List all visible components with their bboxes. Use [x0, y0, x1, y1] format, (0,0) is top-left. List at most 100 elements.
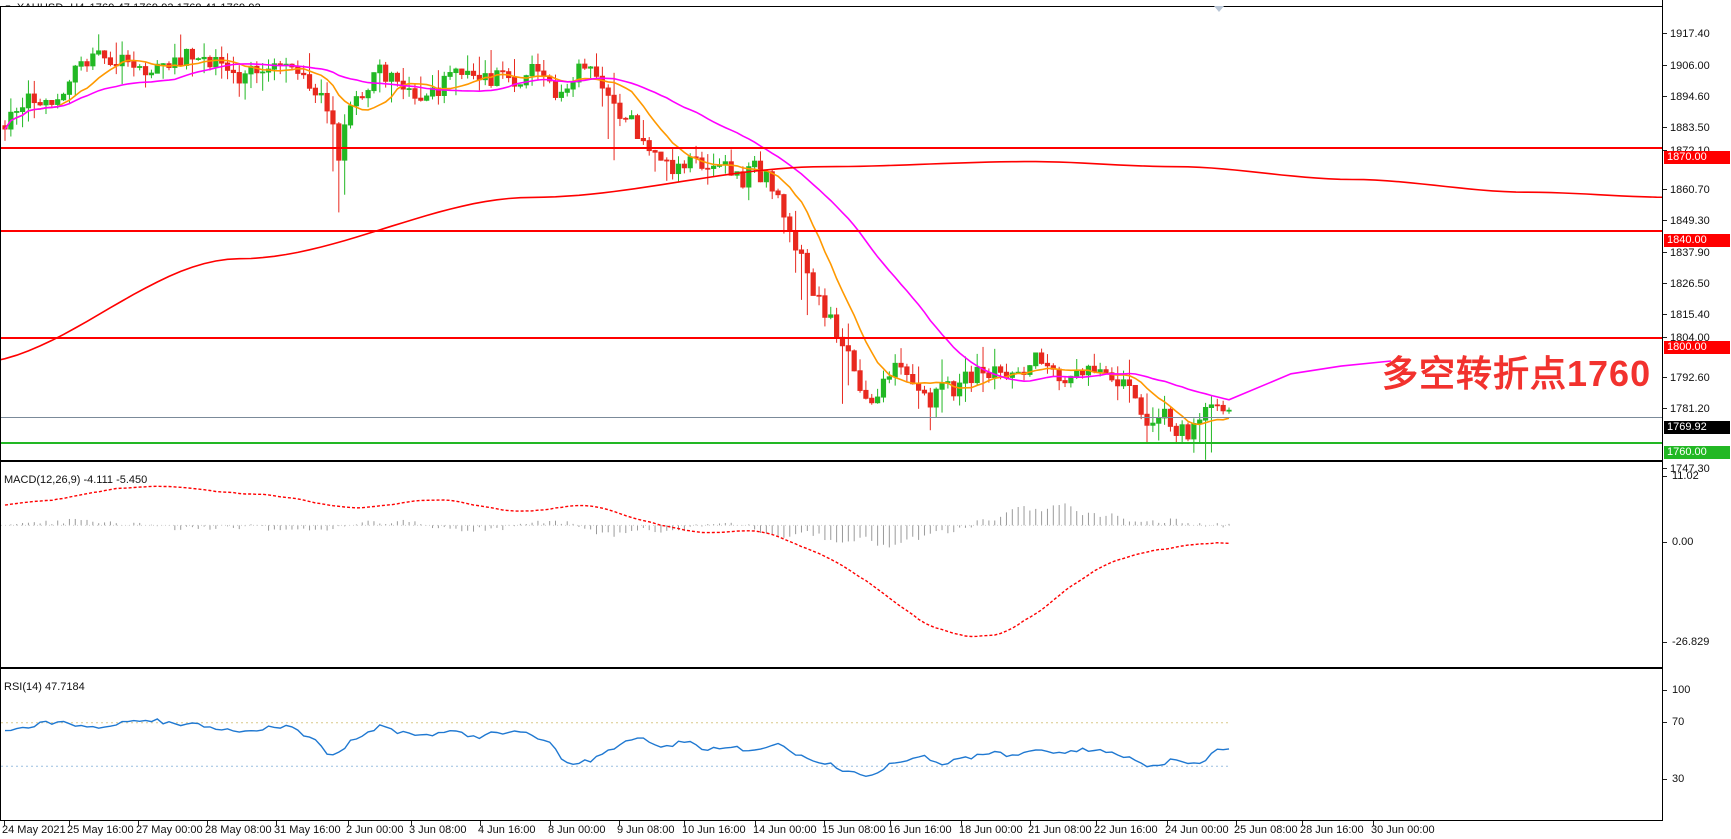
- rsi-plot: [1, 669, 1662, 820]
- price-tick-label: 1894.60: [1670, 91, 1710, 103]
- time-tick-mark: [550, 821, 551, 826]
- price-tick: 1781.20: [1663, 403, 1731, 415]
- time-tick-mark: [1302, 821, 1303, 826]
- macd-caption: MACD(12,26,9) -4.111 -5.450: [4, 474, 148, 486]
- time-tick-mark: [1236, 821, 1237, 826]
- rsi-tick-mark: [1663, 722, 1667, 723]
- macd-tick-mark: [1663, 642, 1667, 643]
- time-tick-mark: [619, 821, 620, 826]
- time-tick-mark: [890, 821, 891, 826]
- time-tick-mark: [1167, 821, 1168, 826]
- price-tick-label: 1747.30: [1670, 463, 1710, 475]
- time-tick-mark: [207, 821, 208, 826]
- time-tick-mark: [824, 821, 825, 826]
- macd-plot: [1, 462, 1662, 667]
- macd-tick-label: 11.02: [1672, 470, 1699, 482]
- time-tick-label: 14 Jun 00:00: [753, 824, 817, 836]
- price-tick: 1826.50: [1663, 278, 1731, 290]
- time-tick-label: 2 Jun 00:00: [346, 824, 404, 836]
- rsi-caption: RSI(14) 47.7184: [4, 681, 85, 693]
- time-tick-mark: [755, 821, 756, 826]
- rsi-tick-mark: [1663, 690, 1667, 691]
- price-tick-label: 1849.30: [1670, 215, 1710, 227]
- level-line-1769-92[interactable]: [1, 417, 1663, 418]
- price-tick-label: 1815.40: [1670, 309, 1710, 321]
- time-tick-mark: [348, 821, 349, 826]
- price-tick-label: 1906.00: [1670, 60, 1710, 72]
- time-tick-label: 28 Jun 16:00: [1300, 824, 1364, 836]
- time-tick-mark: [961, 821, 962, 826]
- price-tick-label: 1883.50: [1670, 122, 1710, 134]
- level-line-1800-00[interactable]: [1, 337, 1663, 339]
- time-tick-mark: [1030, 821, 1031, 826]
- level-line-1760-00[interactable]: [1, 442, 1663, 444]
- rsi-tick-label: 30: [1672, 773, 1685, 785]
- price-tick-label: 1917.40: [1670, 28, 1710, 40]
- price-tick: 1906.00: [1663, 60, 1731, 72]
- price-tick-label: 1792.60: [1670, 372, 1710, 384]
- price-badge-red[interactable]: 1840.00: [1664, 234, 1730, 247]
- time-axis[interactable]: 24 May 2021 25 May 16:00 27 May 00:00 28 Ma…: [0, 821, 1731, 839]
- time-tick-label: 27 May 00:00: [136, 824, 203, 836]
- level-line-1840-00[interactable]: [1, 230, 1663, 232]
- price-scale-separator: [1662, 0, 1663, 821]
- price-tick: 1815.40: [1663, 309, 1731, 321]
- time-tick-label: 28 May 08:00: [205, 824, 272, 836]
- time-tick-label: 31 May 16:00: [274, 824, 341, 836]
- time-tick-label: 16 Jun 16:00: [888, 824, 952, 836]
- price-badge-red[interactable]: 1800.00: [1664, 341, 1730, 354]
- time-tick-mark: [4, 821, 5, 826]
- time-tick-mark: [69, 821, 70, 826]
- price-pane[interactable]: [0, 6, 1663, 461]
- time-tick-label: 21 Jun 08:00: [1028, 824, 1092, 836]
- time-tick-label: 15 Jun 08:00: [822, 824, 886, 836]
- rsi-pane[interactable]: [0, 668, 1663, 821]
- macd-pane[interactable]: [0, 461, 1663, 668]
- time-tick-label: 25 Jun 08:00: [1234, 824, 1298, 836]
- price-tick-label: 1781.20: [1670, 403, 1710, 415]
- time-tick-label: 30 Jun 00:00: [1371, 824, 1435, 836]
- time-tick-mark: [1096, 821, 1097, 826]
- time-tick-label: 25 May 16:00: [67, 824, 134, 836]
- price-plot[interactable]: [1, 7, 1662, 460]
- price-badge-black[interactable]: 1769.92: [1664, 421, 1730, 434]
- price-axis[interactable]: 1917.401906.001894.601883.501872.101860.…: [1663, 16, 1731, 821]
- time-tick-mark: [138, 821, 139, 826]
- price-tick-label: 1860.70: [1670, 184, 1710, 196]
- time-tick-mark: [1373, 821, 1374, 826]
- rsi-tick-mark: [1663, 779, 1667, 780]
- macd-tick-label: -26.829: [1672, 636, 1710, 648]
- level-line-1870-00[interactable]: [1, 147, 1663, 149]
- price-tick: 1792.60: [1663, 372, 1731, 384]
- price-tick: 1747.30: [1663, 463, 1731, 475]
- price-tick: 1894.60: [1663, 91, 1731, 103]
- price-badge-green[interactable]: 1760.00: [1664, 446, 1730, 459]
- price-tick: 1860.70: [1663, 184, 1731, 196]
- price-tick-label: 1837.90: [1670, 247, 1710, 259]
- price-tick-label: 1826.50: [1670, 278, 1710, 290]
- time-tick-label: 24 May 2021: [2, 824, 66, 836]
- rsi-tick-label: 100: [1672, 684, 1691, 696]
- time-tick-label: 4 Jun 16:00: [478, 824, 536, 836]
- time-tick-label: 18 Jun 00:00: [959, 824, 1023, 836]
- time-tick-mark: [276, 821, 277, 826]
- time-tick-label: 10 Jun 16:00: [682, 824, 746, 836]
- macd-tick-mark: [1663, 476, 1667, 477]
- macd-tick-mark: [1663, 542, 1667, 543]
- price-tick: 1883.50: [1663, 122, 1731, 134]
- time-tick-label: 24 Jun 00:00: [1165, 824, 1229, 836]
- rsi-tick-label: 70: [1672, 716, 1685, 728]
- price-tick: 1837.90: [1663, 247, 1731, 259]
- time-tick-mark: [480, 821, 481, 826]
- time-tick-label: 9 Jun 08:00: [617, 824, 675, 836]
- time-tick-label: 22 Jun 16:00: [1094, 824, 1158, 836]
- price-tick: 1849.30: [1663, 215, 1731, 227]
- crosshair-marker-icon: [1214, 6, 1224, 12]
- macd-tick-label: 0.00: [1672, 536, 1694, 548]
- time-tick-mark: [684, 821, 685, 826]
- time-tick-mark: [411, 821, 412, 826]
- time-tick-label: 8 Jun 00:00: [548, 824, 606, 836]
- price-badge-red[interactable]: 1870.00: [1664, 151, 1730, 164]
- price-tick: 1917.40: [1663, 28, 1731, 40]
